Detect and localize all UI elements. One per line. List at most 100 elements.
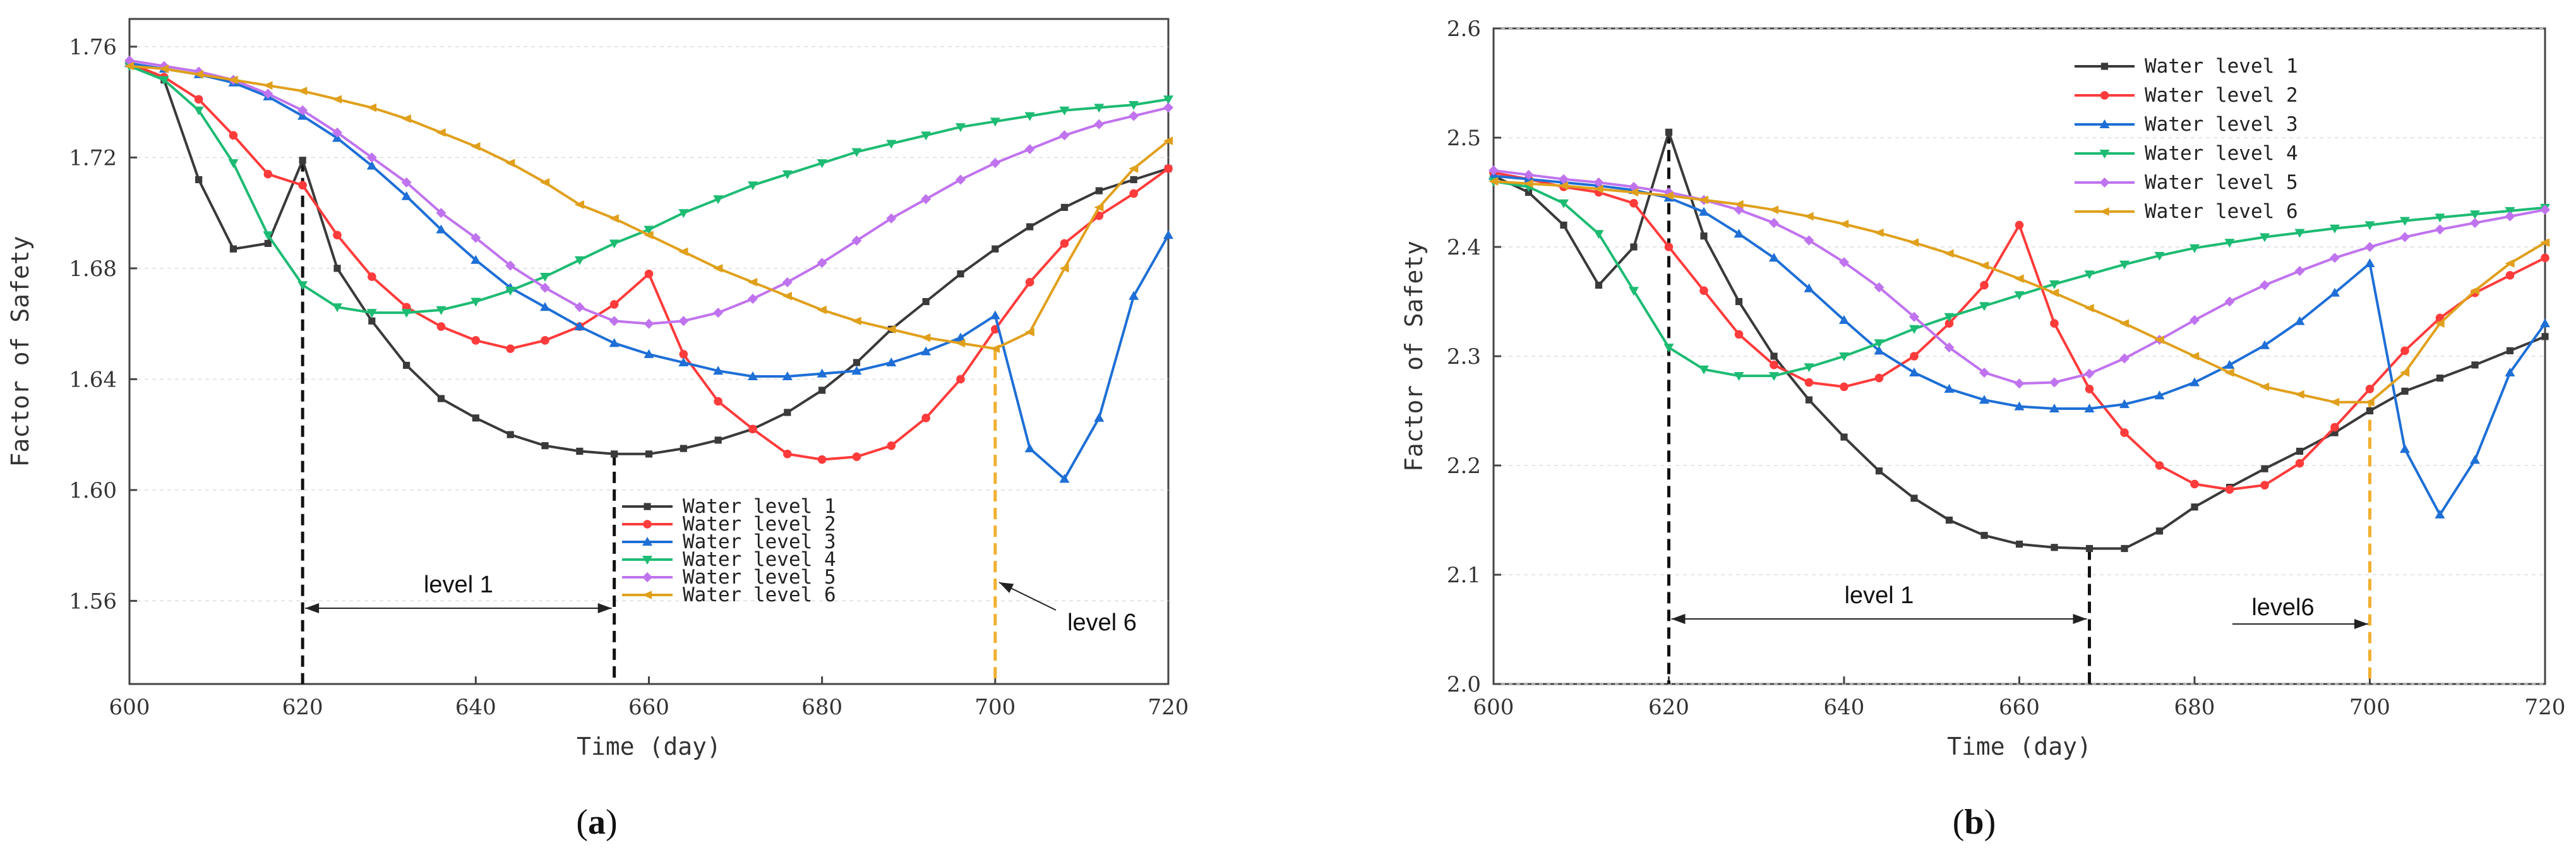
x-tick-label-a-5: 700 [974,695,1015,720]
data-point-b-5-2 [1559,174,1569,184]
level6-arrowhead-a [999,582,1014,593]
legend-label-a-3: Water level 3 [683,531,836,553]
data-point-a-6-25 [990,344,1000,353]
data-point-b-3-15 [2014,401,2025,411]
data-point-b-4-23 [2294,229,2305,238]
legend-label-a-1: Water level 1 [683,495,836,518]
data-point-a-3-19 [782,371,793,380]
data-point-b-3-23 [2294,316,2305,325]
data-point-a-4-4 [263,231,273,241]
data-point-b-1-25 [2366,407,2374,415]
data-point-b-1-15 [2015,540,2023,548]
data-point-b-1-24 [2331,429,2339,436]
data-point-a-4-22 [886,140,897,149]
chart-panel-a: 1.56 1.60 1.64 1.68 1.72 1.76 600 620 640 660 680 7… [6,18,1189,760]
data-point-b-4-25 [2364,221,2375,231]
data-point-a-5-10 [470,232,481,243]
data-point-a-5-20 [817,258,827,268]
data-point-b-6-5 [1663,191,1674,200]
data-point-b-4-4 [1629,287,1639,296]
legend-swatch-marker-b-3 [2099,119,2110,128]
level1-span-arrowhead-right-b [2073,614,2087,624]
data-point-b-6-1 [1523,179,1533,188]
legend-swatch-marker-b-6 [2099,207,2109,216]
data-point-a-4-27 [1059,106,1070,116]
data-point-b-4-27 [2435,213,2445,223]
data-point-a-3-10 [470,255,481,264]
data-point-a-3-20 [817,368,827,378]
data-point-a-4-28 [1094,104,1105,113]
data-point-a-1-29 [1130,176,1137,184]
data-point-a-1-10 [472,414,479,422]
data-point-b-3-18 [2119,399,2130,409]
data-point-a-4-5 [297,281,308,291]
data-point-a-5-9 [436,208,446,219]
data-point-b-6-9 [1804,212,1814,221]
legend-swatch-marker-a-1 [644,503,651,510]
data-point-b-6-15 [2014,274,2024,283]
data-point-a-4-18 [748,181,758,191]
data-point-a-2-30 [1164,164,1173,173]
data-point-b-5-13 [1944,342,1955,353]
data-point-b-4-21 [2224,239,2235,248]
data-point-b-2-26 [2400,346,2409,356]
data-point-a-5-17 [713,308,724,318]
data-point-b-1-26 [2401,387,2409,395]
legend-label-b-6: Water level 6 [2145,200,2298,223]
data-point-a-4-6 [332,303,342,313]
legend-label-b-5: Water level 5 [2145,171,2298,194]
data-point-a-3-29 [1129,291,1139,300]
data-point-a-1-9 [437,395,445,402]
legend-label-a-2: Water level 2 [683,513,836,536]
data-point-a-2-14 [609,300,619,309]
level1-span-arrowhead-left-b [1671,614,1686,624]
data-point-b-5-20 [2190,315,2200,325]
data-point-a-2-23 [921,414,930,423]
data-point-b-2-12 [1910,352,1919,361]
level1-span-arrowhead-left-a [305,603,320,613]
x-tick-label-b-2: 640 [1824,695,1865,720]
data-point-a-2-24 [956,375,965,384]
data-point-a-1-24 [957,270,964,278]
data-point-a-6-19 [782,291,793,301]
data-point-b-5-28 [2470,217,2480,228]
data-point-b-6-25 [2364,397,2375,407]
data-point-a-2-9 [436,322,446,331]
data-point-a-5-28 [1094,119,1105,129]
data-point-b-6-14 [1979,261,1989,270]
data-point-b-3-21 [2224,359,2235,369]
chart-panel-b: 2.0 2.1 2.2 2.3 2.4 2.5 2.6 600 620 640 660 680 700 7… [1400,16,2565,760]
data-point-b-3-27 [2435,509,2445,519]
data-point-b-4-13 [1944,313,1955,322]
data-point-a-1-26 [1026,223,1034,231]
data-point-a-1-28 [1095,187,1103,195]
data-point-b-3-12 [1909,367,1919,376]
data-point-b-1-11 [1875,467,1883,475]
data-point-a-6-20 [817,305,827,315]
y-tick-label-b-0: 2.0 [1447,672,1481,697]
x-tick-label-b-3: 660 [1999,695,2040,720]
level1-span-label-b: level 1 [1845,582,1914,609]
data-point-a-5-4 [263,88,273,99]
data-point-a-6-15 [644,231,654,240]
data-point-b-4-12 [1909,325,1919,334]
data-point-b-6-12 [1909,238,1919,247]
data-point-a-1-12 [541,442,549,450]
data-point-a-1-15 [645,450,653,458]
data-point-b-5-3 [1593,177,1604,188]
y-tick-label-b-1: 2.1 [1447,563,1481,588]
data-point-b-6-28 [2470,286,2480,295]
data-point-b-2-7 [1734,330,1744,339]
data-point-a-1-21 [853,359,861,366]
y-tick-label-a-0: 1.56 [69,589,117,614]
data-point-a-4-15 [644,225,654,235]
data-point-a-3-18 [748,371,758,380]
data-point-a-4-30 [1163,95,1173,105]
data-point-b-3-6 [1699,207,1709,216]
data-point-b-4-24 [2330,224,2340,234]
level6-arrowhead-b [2354,619,2368,629]
y-tick-label-a-1: 1.60 [69,478,117,503]
data-point-b-1-23 [2296,447,2304,455]
data-point-a-2-12 [541,336,549,345]
data-point-b-6-0 [1489,177,1499,186]
